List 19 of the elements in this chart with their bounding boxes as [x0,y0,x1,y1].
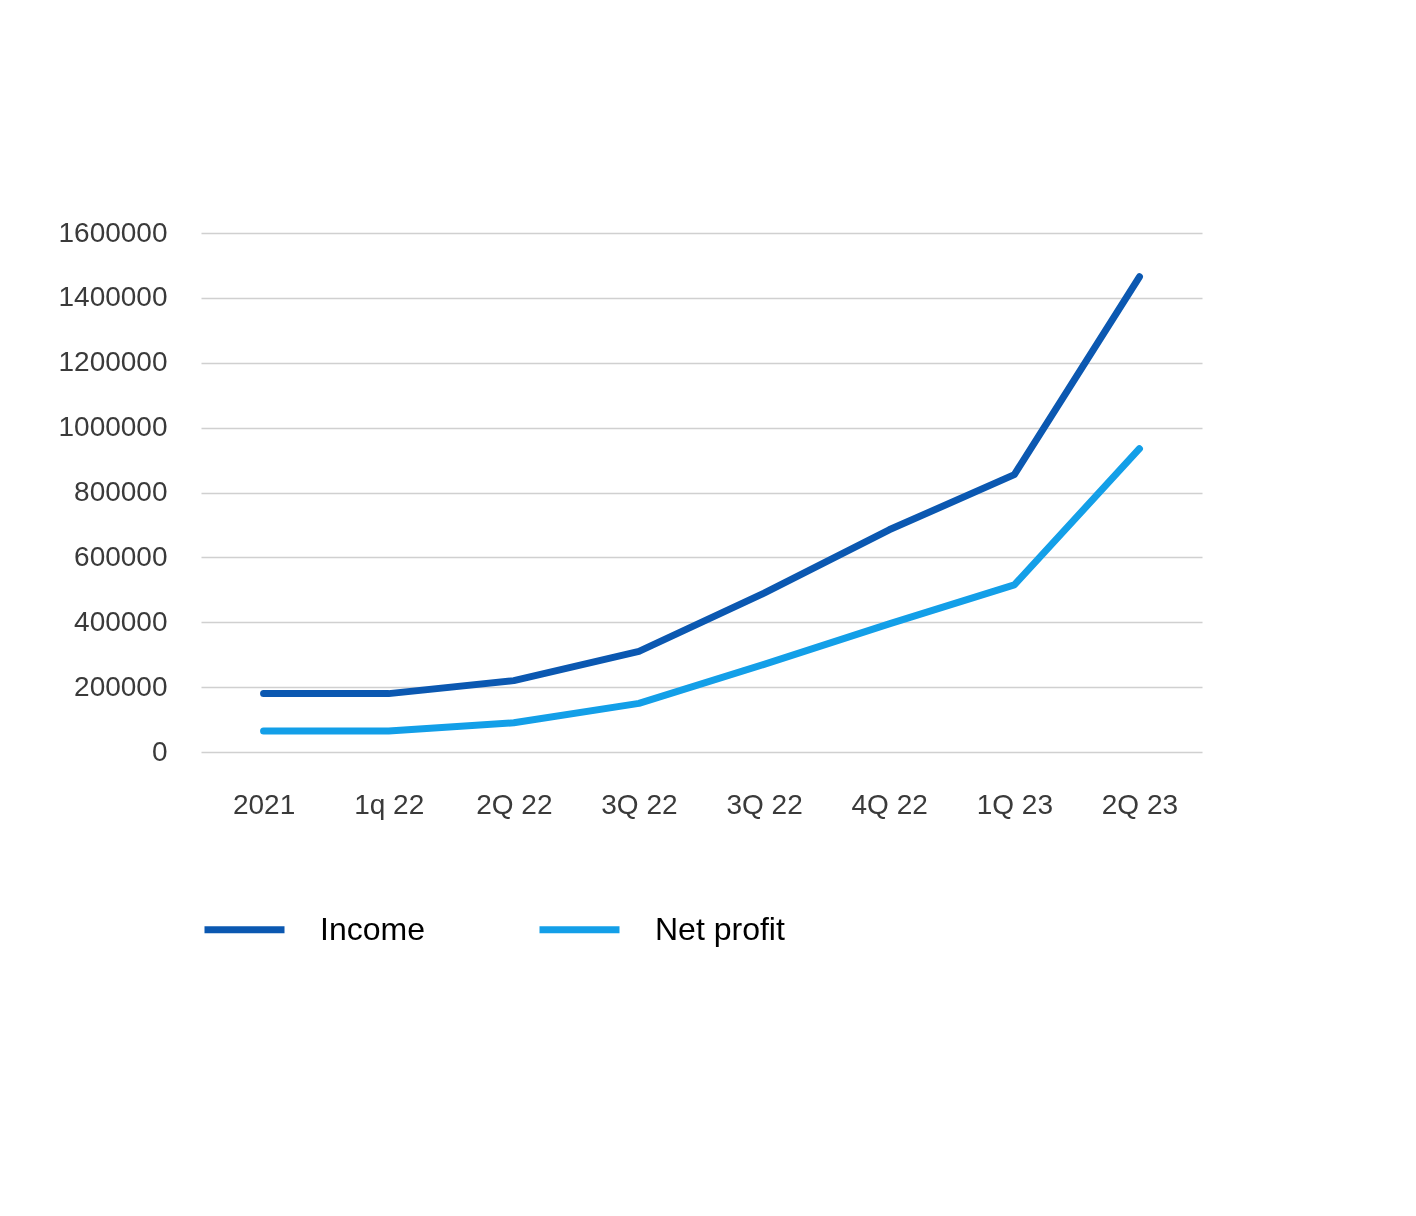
x-tick-label: 2021 [232,788,296,820]
x-tick-label: 2Q 23 [1101,788,1179,820]
y-tick-label: 400000 [74,605,168,637]
y-tick-label: 1200000 [58,346,168,378]
x-tick-label: 4Q 22 [851,788,928,820]
y-tick-label: 1600000 [58,216,168,248]
y-tick-label: 1400000 [58,281,168,313]
y-tick-label: 0 [151,735,168,767]
y-tick-label: 800000 [74,476,168,507]
y-tick-label: 200000 [74,670,168,702]
legend-label: Income [320,910,425,947]
legend-label: Net profit [655,910,785,947]
x-tick-label: 3Q 22 [601,788,678,820]
y-tick-label: 600000 [74,540,168,572]
x-tick-label: 3Q 22 [726,788,803,820]
x-tick-label: 1q 22 [354,788,425,820]
y-tick-label: 1000000 [58,411,168,443]
x-tick-label: 2Q 22 [476,788,553,820]
x-tick-label: 1Q 23 [976,788,1053,820]
